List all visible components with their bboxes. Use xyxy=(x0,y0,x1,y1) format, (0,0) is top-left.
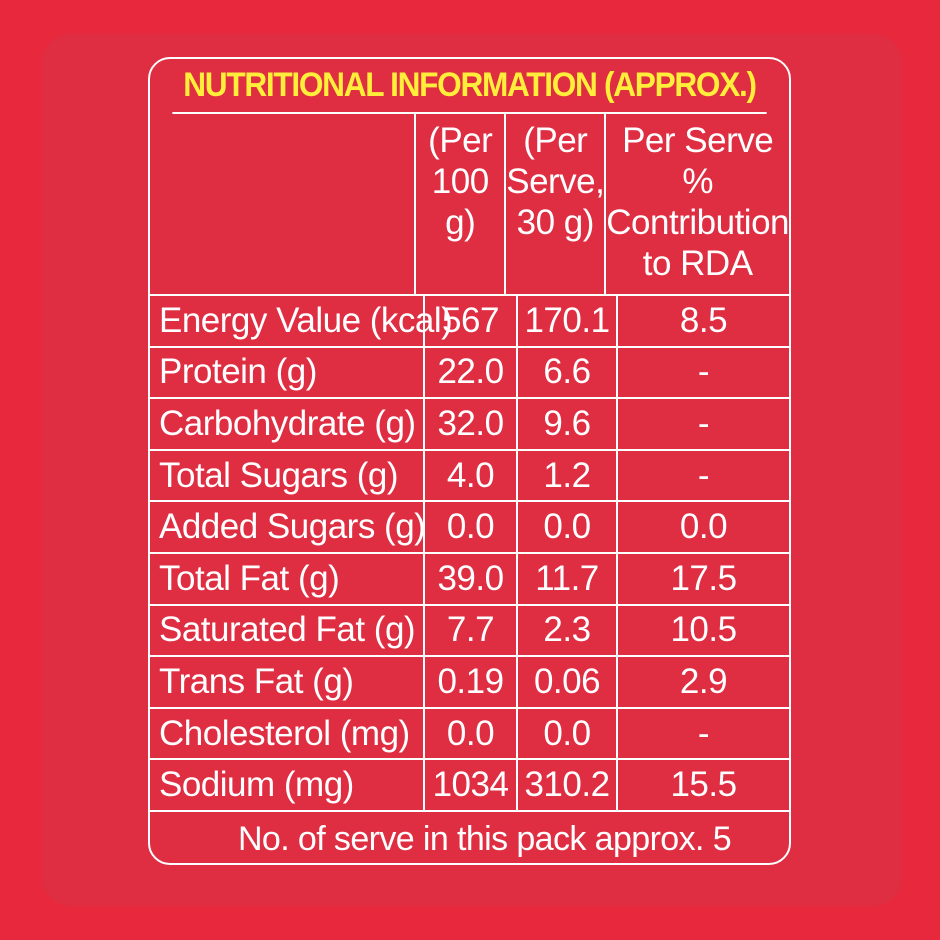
value-rda: - xyxy=(697,403,710,443)
nutrient-name: Total Sugars (g) xyxy=(150,450,425,501)
nutrient-name: Cholesterol (mg) xyxy=(150,708,425,759)
value-per-serve: 0.0 xyxy=(518,708,618,759)
value-rda: 15.5 xyxy=(670,765,737,805)
value-per-100g: 0.0 xyxy=(425,502,518,552)
label-background-panel xyxy=(42,34,902,906)
header-row: (Per 100 g) (Per Serve, 30 g) Per Serve … xyxy=(150,114,789,296)
value-rda: 17.5 xyxy=(670,558,737,598)
value-per-serve: 2.3 xyxy=(518,605,618,656)
value-per-100g: 39.0 xyxy=(425,553,518,604)
value-per-100g: 0.19 xyxy=(425,657,518,707)
table-row: Saturated Fat (g) 7.7 2.3 10.5 xyxy=(150,605,789,658)
value-per-serve: 170.1 xyxy=(518,296,618,346)
header-rda-contribution: Per Serve % Contribution to RDA xyxy=(606,121,790,283)
table-row: Total Fat (g) 39.0 11.7 17.5 xyxy=(150,553,789,606)
value-per-serve: 310.2 xyxy=(518,760,618,810)
header-per-100g: (Per 100 g) xyxy=(416,114,507,294)
table-row: Sodium (mg) 1034 310.2 15.5 xyxy=(150,760,789,812)
header-per-serve: (Per Serve, 30 g) xyxy=(506,114,607,294)
value-per-serve: 11.7 xyxy=(518,553,618,604)
table-row: Carbohydrate (g) 32.0 9.6 - xyxy=(150,399,789,451)
header-nutrient-column xyxy=(150,114,417,294)
table-row: Energy Value (kcal) 567 170.1 8.5 xyxy=(150,296,789,348)
nutrient-name: Total Fat (g) xyxy=(150,553,425,604)
nutrient-name: Carbohydrate (g) xyxy=(150,399,425,449)
table-row: Cholesterol (mg) 0.0 0.0 - xyxy=(150,708,789,761)
nutrition-label: NUTRITIONAL INFORMATION (APPROX.) (Per 1… xyxy=(148,57,791,865)
value-per-100g: 32.0 xyxy=(425,399,518,449)
table-row: Trans Fat (g) 0.19 0.06 2.9 xyxy=(150,657,789,709)
value-per-100g: 1034 xyxy=(425,760,518,810)
value-per-serve: 1.2 xyxy=(518,450,618,501)
value-per-100g: 4.0 xyxy=(425,450,518,501)
value-per-100g: 567 xyxy=(425,296,518,346)
value-per-serve: 0.0 xyxy=(518,502,618,552)
nutrient-name: Saturated Fat (g) xyxy=(150,605,425,656)
value-rda: - xyxy=(697,713,710,753)
table-row: Added Sugars (g) 0.0 0.0 0.0 xyxy=(150,502,789,554)
nutrient-name: Trans Fat (g) xyxy=(150,657,425,707)
nutrient-name: Added Sugars (g) xyxy=(150,502,426,552)
nutrient-name: Protein (g) xyxy=(150,347,425,398)
table-row: Total Sugars (g) 4.0 1.2 - xyxy=(150,450,789,503)
nutrient-name: Sodium (mg) xyxy=(150,760,425,810)
value-per-100g: 0.0 xyxy=(425,708,518,759)
table-row: Protein (g) 22.0 6.6 - xyxy=(150,347,789,400)
value-per-serve: 9.6 xyxy=(518,399,618,449)
value-rda: - xyxy=(697,352,710,392)
value-per-serve: 0.06 xyxy=(518,657,618,707)
value-per-serve: 6.6 xyxy=(518,347,618,398)
value-rda: 8.5 xyxy=(679,300,728,340)
servings-note: No. of serve in this pack approx. 5 xyxy=(237,819,732,858)
nutrient-name: Energy Value (kcal) xyxy=(150,296,453,346)
value-per-100g: 22.0 xyxy=(425,347,518,398)
value-rda: 10.5 xyxy=(670,610,737,650)
value-per-100g: 7.7 xyxy=(425,605,518,656)
value-rda: 2.9 xyxy=(679,661,728,701)
value-rda: 0.0 xyxy=(679,507,728,547)
value-rda: - xyxy=(697,455,710,495)
label-title: NUTRITIONAL INFORMATION (APPROX.) xyxy=(172,59,767,114)
